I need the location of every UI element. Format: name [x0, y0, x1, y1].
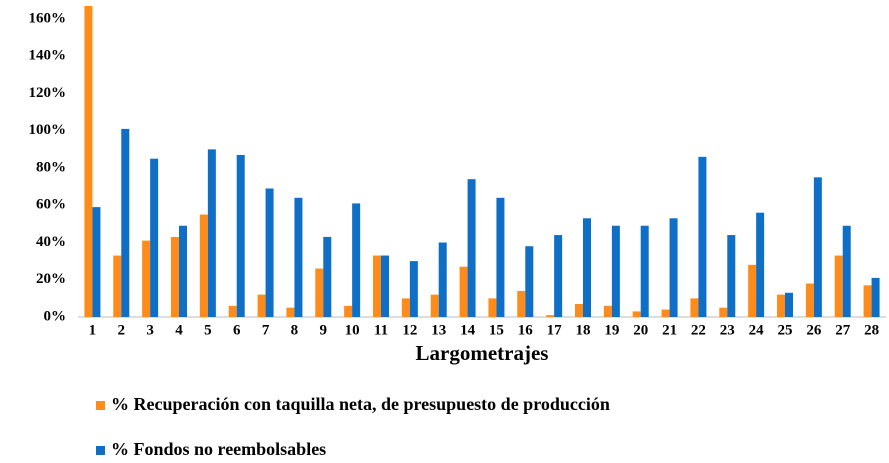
- x-tick-label: 27: [835, 322, 851, 338]
- bar: [84, 5, 93, 317]
- x-tick-label: 19: [604, 322, 619, 338]
- x-axis-label: Largometrajes: [416, 341, 549, 365]
- x-tick-label: 15: [489, 322, 504, 338]
- bar: [525, 246, 534, 317]
- x-tick-label: 18: [576, 322, 591, 338]
- bar: [236, 154, 245, 317]
- x-tick-label: 24: [749, 322, 765, 338]
- bar: [257, 294, 266, 317]
- bar: [373, 255, 381, 317]
- bar: [517, 290, 526, 317]
- x-tick-label: 4: [175, 322, 183, 338]
- bar: [813, 177, 822, 317]
- x-tick-label: 9: [320, 322, 328, 338]
- legend-swatch: [96, 401, 105, 410]
- y-tick-label: 60%: [36, 197, 66, 213]
- x-tick-label: 14: [460, 322, 476, 338]
- bar: [871, 277, 880, 317]
- bar: [352, 203, 361, 317]
- bar: [488, 298, 497, 317]
- bar: [265, 188, 274, 317]
- bar: [690, 298, 699, 317]
- legend-label: % Fondos no reembolsables: [111, 439, 326, 459]
- bar: [438, 242, 447, 317]
- bar: [842, 225, 851, 317]
- y-tick-label: 100%: [29, 122, 67, 138]
- bar: [467, 179, 476, 317]
- bar: [748, 264, 757, 317]
- bar: [381, 255, 389, 317]
- y-tick-label: 120%: [29, 85, 67, 101]
- bar: [92, 207, 101, 317]
- bar: [785, 292, 793, 317]
- bar: [199, 214, 208, 317]
- y-tick-label: 20%: [36, 271, 66, 287]
- x-tick-label: 21: [662, 322, 677, 338]
- x-tick-label: 23: [720, 322, 735, 338]
- bar: [121, 128, 130, 317]
- bar: [323, 236, 332, 317]
- y-tick-label: 40%: [36, 234, 66, 250]
- bar: [286, 307, 295, 317]
- x-tick-label: 3: [146, 322, 154, 338]
- x-tick-label: 7: [262, 322, 270, 338]
- x-tick-label: 10: [345, 322, 360, 338]
- x-tick-label: 17: [547, 322, 563, 338]
- y-tick-label: 140%: [29, 48, 67, 64]
- bar: [727, 235, 736, 317]
- bar: [603, 305, 612, 317]
- x-tick-label: 25: [778, 322, 793, 338]
- bar: [719, 307, 728, 317]
- bar: [805, 283, 814, 317]
- bar: [294, 197, 303, 317]
- y-tick-label: 160%: [29, 10, 67, 26]
- bar: [834, 255, 843, 317]
- bar: [583, 218, 591, 317]
- x-tick-label: 1: [89, 322, 97, 338]
- bar: [150, 158, 159, 317]
- bar: [661, 309, 670, 317]
- x-tick-label: 5: [204, 322, 212, 338]
- bar: [401, 298, 410, 317]
- bar: [430, 294, 439, 317]
- bar: [863, 285, 872, 317]
- x-tick-label: 28: [864, 322, 879, 338]
- legend-label: % Recuperación con taquilla neta, de pre…: [111, 394, 610, 414]
- bar: [698, 156, 707, 317]
- bar: [344, 305, 353, 317]
- y-tick-label: 80%: [36, 159, 66, 175]
- x-tick-label: 13: [431, 322, 446, 338]
- x-tick-label: 12: [402, 322, 417, 338]
- bar: [459, 266, 468, 317]
- bar: [496, 197, 505, 317]
- bar: [611, 225, 620, 317]
- bar: [207, 149, 216, 317]
- bar: [171, 236, 179, 317]
- legend-swatch: [96, 446, 105, 455]
- bar: [756, 212, 765, 317]
- x-tick-label: 16: [518, 322, 534, 338]
- bar: [315, 268, 324, 317]
- bar: [409, 261, 418, 317]
- bar: [554, 235, 563, 317]
- bar: [142, 240, 151, 317]
- x-tick-label: 22: [691, 322, 706, 338]
- x-tick-label: 11: [374, 322, 388, 338]
- bar: [669, 218, 678, 317]
- bar: [546, 315, 555, 317]
- x-tick-label: 6: [233, 322, 241, 338]
- bar: [228, 305, 237, 317]
- y-tick-label: 0%: [44, 308, 67, 324]
- x-tick-label: 2: [118, 322, 126, 338]
- bar: [113, 255, 122, 317]
- bar: [179, 225, 187, 317]
- bar: [640, 225, 649, 317]
- bar: [575, 303, 583, 317]
- x-tick-label: 8: [291, 322, 299, 338]
- x-tick-label: 20: [633, 322, 648, 338]
- bar: [632, 311, 641, 317]
- bar: [777, 294, 785, 317]
- x-tick-label: 26: [806, 322, 822, 338]
